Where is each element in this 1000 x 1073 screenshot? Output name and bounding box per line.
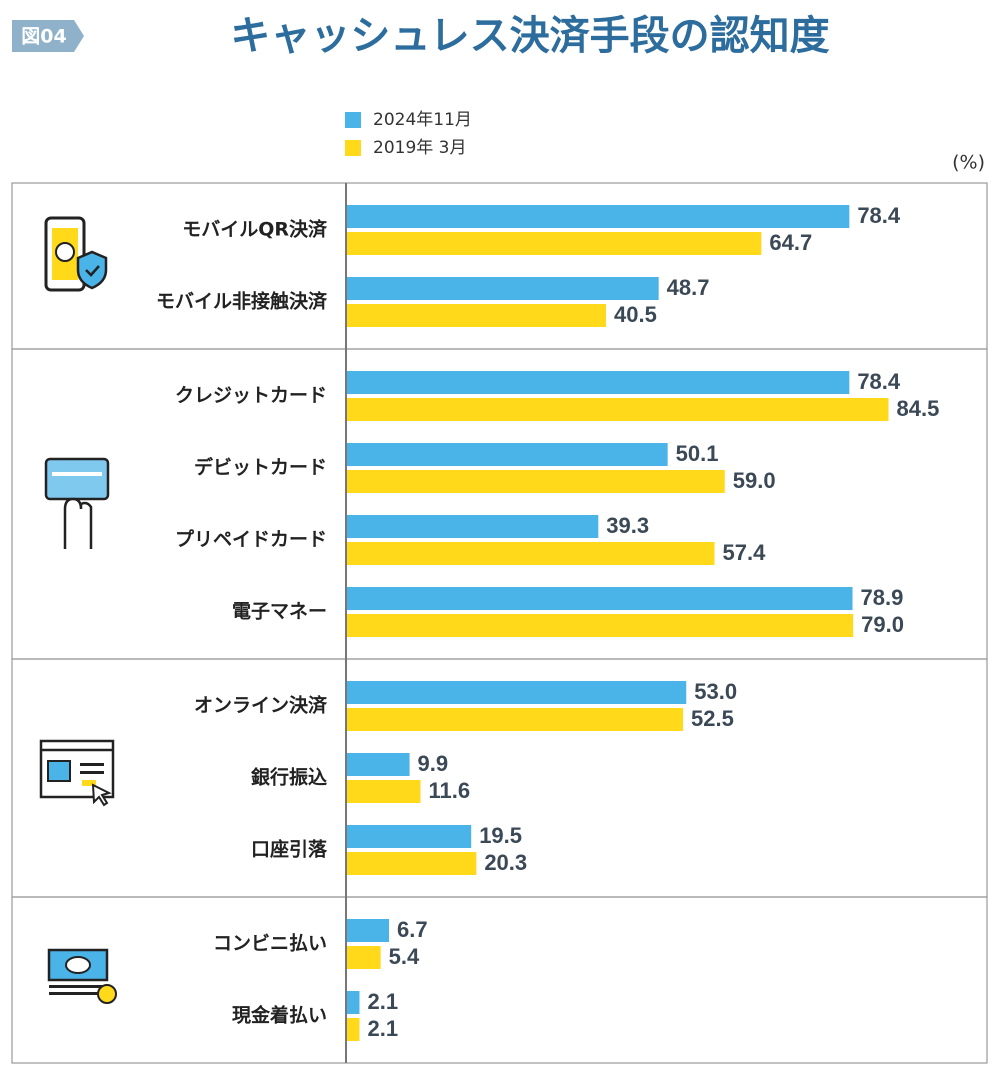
bar xyxy=(346,542,715,565)
category-label: 口座引落 xyxy=(251,838,328,861)
category-label: モバイルQR決済 xyxy=(182,218,328,241)
value-label: 79.0 xyxy=(861,612,904,637)
value-label: 40.5 xyxy=(614,302,657,327)
bar xyxy=(346,708,684,731)
value-label: 64.7 xyxy=(769,230,812,255)
value-label: 20.3 xyxy=(484,850,527,875)
value-label: 11.6 xyxy=(428,778,470,803)
icon xyxy=(52,472,102,476)
icon xyxy=(80,771,104,774)
value-label: 53.0 xyxy=(694,679,737,704)
icon xyxy=(47,760,71,782)
legend-swatch xyxy=(345,112,361,128)
category-label: モバイル非接触決済 xyxy=(156,290,328,313)
category-label: 現金着払い xyxy=(232,1004,327,1027)
panel-frame xyxy=(11,348,988,660)
figure-label: 図04 xyxy=(21,26,66,48)
bar xyxy=(346,991,360,1014)
value-label: 50.1 xyxy=(676,441,719,466)
icon xyxy=(65,956,91,974)
bar xyxy=(346,780,421,803)
bar xyxy=(346,919,390,942)
value-label: 39.3 xyxy=(606,513,649,538)
value-label: 57.4 xyxy=(723,540,767,565)
icon xyxy=(49,992,101,995)
icon xyxy=(63,497,93,549)
icon xyxy=(44,457,110,501)
bar xyxy=(346,398,889,421)
bar xyxy=(346,277,659,300)
bar xyxy=(346,681,687,704)
value-label: 84.5 xyxy=(896,396,939,421)
icon xyxy=(80,763,104,766)
value-label: 19.5 xyxy=(479,823,522,848)
category-label: 電子マネー xyxy=(232,601,327,623)
figure-badge xyxy=(12,20,84,52)
panel-icon xyxy=(44,457,110,549)
icon xyxy=(91,783,112,807)
category-label: コンビニ払い xyxy=(213,933,327,955)
value-label: 2.1 xyxy=(367,1016,398,1041)
value-label: 78.4 xyxy=(857,369,901,394)
bar xyxy=(346,825,472,848)
value-label: 48.7 xyxy=(667,275,710,300)
icon xyxy=(85,265,100,277)
legend-label: 2024年11月 xyxy=(373,110,472,130)
panel-icon xyxy=(39,739,115,807)
icon xyxy=(97,984,117,1004)
value-label: 52.5 xyxy=(691,706,734,731)
bar xyxy=(346,946,381,969)
value-label: 2.1 xyxy=(367,989,398,1014)
legend-swatch xyxy=(345,140,361,156)
icon xyxy=(76,250,108,290)
legend-label: 2019年 3月 xyxy=(373,138,466,158)
bar xyxy=(346,443,668,466)
category-label: オンライン決済 xyxy=(194,694,328,717)
bar xyxy=(346,515,599,538)
bar xyxy=(346,470,725,493)
panel-icon xyxy=(44,216,108,292)
value-label: 78.4 xyxy=(857,203,901,228)
bar xyxy=(346,304,607,327)
bar xyxy=(346,371,850,394)
bar xyxy=(346,614,854,637)
icon xyxy=(55,242,75,262)
category-label: クレジットカード xyxy=(175,385,327,407)
chart-title: キャッシュレス決済手段の認知度 xyxy=(230,13,829,59)
bar xyxy=(346,232,762,255)
category-label: デビットカード xyxy=(194,456,327,479)
bar xyxy=(346,1018,360,1041)
unit-label: (%) xyxy=(952,152,985,174)
panel-frame xyxy=(11,896,988,1064)
value-label: 6.7 xyxy=(397,917,428,942)
bar xyxy=(346,587,853,610)
panel-icon xyxy=(47,948,117,1004)
bar xyxy=(346,205,850,228)
value-label: 9.9 xyxy=(418,751,449,776)
bar xyxy=(346,753,410,776)
icon xyxy=(82,780,96,786)
value-label: 78.9 xyxy=(861,585,904,610)
category-label: プリペイドカード xyxy=(175,528,327,551)
category-label: 銀行振込 xyxy=(251,766,327,789)
value-label: 5.4 xyxy=(389,944,420,969)
icon xyxy=(49,985,107,988)
value-label: 59.0 xyxy=(733,468,776,493)
bar xyxy=(346,852,477,875)
